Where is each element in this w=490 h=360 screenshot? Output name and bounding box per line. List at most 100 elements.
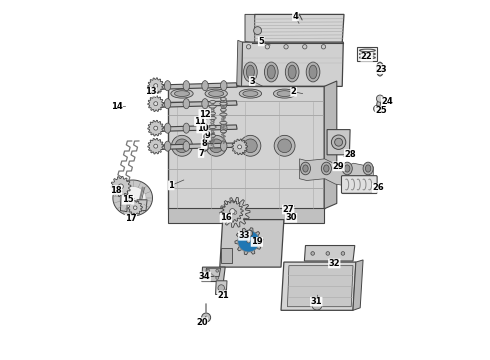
Polygon shape — [216, 281, 227, 294]
Text: 12: 12 — [199, 109, 211, 118]
Polygon shape — [342, 176, 376, 193]
Polygon shape — [148, 120, 164, 136]
Ellipse shape — [183, 123, 190, 133]
Text: 9: 9 — [205, 130, 210, 139]
Text: 33: 33 — [239, 231, 250, 240]
Ellipse shape — [220, 130, 226, 133]
Ellipse shape — [274, 135, 295, 156]
Ellipse shape — [202, 81, 208, 91]
Ellipse shape — [164, 99, 171, 109]
Ellipse shape — [277, 91, 292, 96]
Ellipse shape — [205, 89, 227, 98]
Ellipse shape — [209, 126, 216, 129]
Ellipse shape — [233, 211, 237, 214]
Ellipse shape — [209, 139, 223, 153]
Ellipse shape — [300, 162, 311, 175]
Polygon shape — [205, 268, 221, 276]
Ellipse shape — [218, 285, 224, 291]
Ellipse shape — [220, 98, 226, 100]
Ellipse shape — [324, 165, 329, 172]
Polygon shape — [327, 130, 350, 155]
Text: 30: 30 — [285, 213, 297, 222]
Polygon shape — [168, 208, 324, 223]
Polygon shape — [159, 143, 237, 149]
Polygon shape — [281, 262, 356, 310]
Polygon shape — [121, 181, 128, 212]
Ellipse shape — [265, 62, 278, 82]
Ellipse shape — [154, 102, 158, 106]
Ellipse shape — [288, 65, 296, 79]
Ellipse shape — [321, 45, 326, 49]
Polygon shape — [245, 14, 255, 43]
Ellipse shape — [201, 313, 211, 322]
Ellipse shape — [207, 269, 210, 272]
Text: 21: 21 — [218, 291, 229, 300]
Ellipse shape — [344, 165, 350, 172]
Ellipse shape — [164, 81, 171, 91]
Ellipse shape — [172, 135, 193, 156]
Text: 28: 28 — [344, 150, 356, 158]
Ellipse shape — [376, 95, 384, 102]
Ellipse shape — [240, 135, 261, 156]
Ellipse shape — [164, 123, 171, 133]
Polygon shape — [158, 125, 237, 131]
Text: 8: 8 — [201, 139, 207, 148]
Ellipse shape — [376, 62, 384, 76]
Ellipse shape — [247, 239, 250, 243]
Text: 25: 25 — [375, 107, 387, 115]
Ellipse shape — [303, 45, 307, 49]
Ellipse shape — [118, 184, 123, 189]
Polygon shape — [158, 83, 237, 89]
Ellipse shape — [268, 65, 275, 79]
Ellipse shape — [220, 141, 227, 151]
Ellipse shape — [171, 89, 193, 98]
Ellipse shape — [278, 139, 292, 153]
Text: 22: 22 — [361, 52, 372, 61]
Ellipse shape — [183, 141, 190, 151]
Polygon shape — [288, 266, 353, 307]
Text: 14: 14 — [111, 102, 122, 111]
Ellipse shape — [164, 141, 171, 151]
Text: 13: 13 — [145, 87, 156, 96]
Ellipse shape — [174, 91, 190, 96]
Ellipse shape — [220, 121, 227, 124]
Text: 2: 2 — [291, 87, 296, 96]
Ellipse shape — [209, 117, 216, 120]
Ellipse shape — [206, 135, 227, 156]
Ellipse shape — [209, 105, 216, 108]
Polygon shape — [113, 180, 152, 216]
Ellipse shape — [220, 102, 227, 105]
Ellipse shape — [220, 99, 227, 109]
Ellipse shape — [306, 62, 320, 82]
Ellipse shape — [209, 91, 224, 96]
Ellipse shape — [341, 252, 345, 255]
Polygon shape — [111, 176, 131, 197]
Text: 4: 4 — [293, 12, 298, 21]
Text: 15: 15 — [122, 195, 134, 204]
Text: 17: 17 — [125, 214, 137, 223]
Polygon shape — [357, 47, 377, 61]
Ellipse shape — [246, 45, 251, 49]
Ellipse shape — [220, 123, 227, 133]
Text: 6: 6 — [202, 133, 208, 142]
Text: 3: 3 — [249, 77, 255, 85]
Ellipse shape — [366, 165, 371, 172]
Polygon shape — [148, 78, 164, 94]
Polygon shape — [220, 220, 284, 267]
Ellipse shape — [239, 89, 262, 98]
Ellipse shape — [220, 81, 227, 91]
Ellipse shape — [202, 99, 208, 109]
Ellipse shape — [331, 135, 346, 149]
Polygon shape — [168, 86, 324, 209]
Text: 29: 29 — [333, 162, 344, 171]
Polygon shape — [120, 186, 146, 210]
Polygon shape — [221, 201, 243, 222]
Polygon shape — [304, 246, 355, 261]
Polygon shape — [159, 101, 237, 107]
Ellipse shape — [230, 209, 235, 214]
Ellipse shape — [154, 126, 158, 130]
Ellipse shape — [265, 45, 270, 49]
Ellipse shape — [238, 230, 259, 252]
Polygon shape — [148, 96, 164, 112]
Polygon shape — [353, 260, 363, 310]
